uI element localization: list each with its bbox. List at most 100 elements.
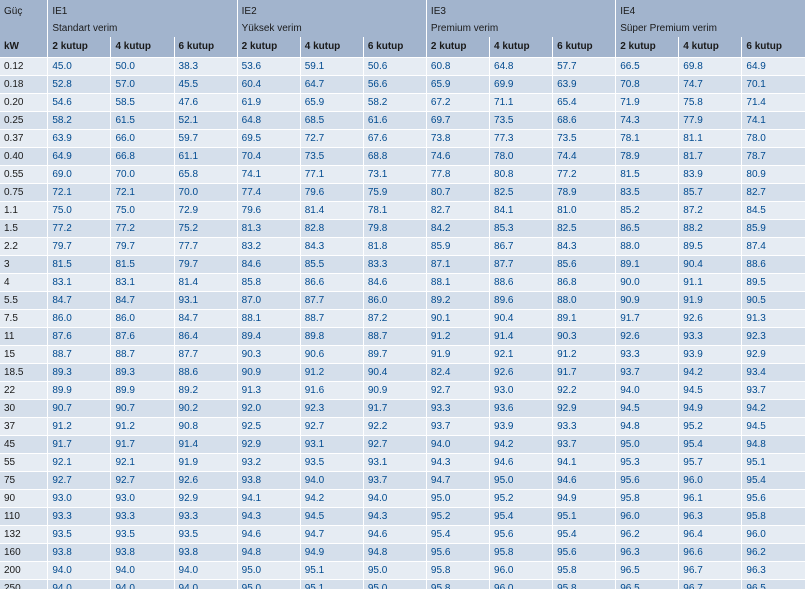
cell-value: 96.5 [616, 579, 679, 589]
cell-value: 96.2 [616, 525, 679, 543]
cell-value: 74.4 [553, 147, 616, 165]
cell-value: 96.6 [679, 543, 742, 561]
cell-value: 65.9 [300, 93, 363, 111]
cell-value: 93.5 [111, 525, 174, 543]
cell-value: 61.9 [237, 93, 300, 111]
header-kw: kW [0, 37, 48, 57]
cell-value: 89.1 [616, 255, 679, 273]
cell-value: 93.0 [111, 489, 174, 507]
cell-value: 71.4 [742, 93, 805, 111]
cell-value: 78.0 [490, 147, 553, 165]
cell-value: 47.6 [174, 93, 237, 111]
table-row: 381.581.579.784.685.583.387.187.785.689.… [0, 255, 805, 273]
cell-value: 94.8 [616, 417, 679, 435]
cell-value: 81.0 [553, 201, 616, 219]
cell-value: 94.0 [48, 561, 111, 579]
cell-value: 90.5 [742, 291, 805, 309]
cell-value: 92.2 [363, 417, 426, 435]
header-row-groups: Güç IE1 Standart verim IE2 Yüksek verim … [0, 0, 805, 37]
cell-value: 86.8 [553, 273, 616, 291]
cell-value: 80.7 [426, 183, 489, 201]
group-ie4-bottom: Süper Premium verim [620, 20, 805, 37]
cell-value: 95.3 [616, 453, 679, 471]
cell-kw: 0.75 [0, 183, 48, 201]
header-sub: 6 kutup [742, 37, 805, 57]
table-row: 0.1852.857.045.560.464.756.665.969.963.9… [0, 75, 805, 93]
cell-value: 83.9 [679, 165, 742, 183]
cell-value: 85.7 [679, 183, 742, 201]
table-row: 11093.393.393.394.394.594.395.295.495.19… [0, 507, 805, 525]
cell-value: 67.6 [363, 129, 426, 147]
cell-value: 58.2 [48, 111, 111, 129]
cell-value: 79.7 [48, 237, 111, 255]
cell-kw: 0.40 [0, 147, 48, 165]
cell-value: 95.7 [679, 453, 742, 471]
cell-value: 93.5 [48, 525, 111, 543]
cell-value: 78.1 [616, 129, 679, 147]
group-ie1-top: IE1 [52, 6, 67, 17]
header-sub: 4 kutup [111, 37, 174, 57]
cell-value: 81.7 [679, 147, 742, 165]
cell-value: 75.2 [174, 219, 237, 237]
cell-value: 84.3 [300, 237, 363, 255]
cell-kw: 4 [0, 273, 48, 291]
group-ie2-bottom: Yüksek verim [242, 20, 426, 37]
cell-value: 94.3 [426, 453, 489, 471]
cell-value: 82.5 [553, 219, 616, 237]
cell-value: 54.6 [48, 93, 111, 111]
cell-value: 68.8 [363, 147, 426, 165]
cell-value: 78.0 [742, 129, 805, 147]
table-row: 20094.094.094.095.095.195.095.896.095.89… [0, 561, 805, 579]
header-group-ie3: IE3 Premium verim [426, 0, 615, 37]
cell-value: 85.6 [553, 255, 616, 273]
cell-value: 94.7 [300, 525, 363, 543]
cell-value: 90.4 [363, 363, 426, 381]
cell-value: 79.7 [174, 255, 237, 273]
cell-value: 50.0 [111, 57, 174, 75]
cell-value: 90.8 [174, 417, 237, 435]
cell-value: 95.6 [616, 471, 679, 489]
table-body: 0.1245.050.038.353.659.150.660.864.857.7… [0, 57, 805, 589]
table-row: 3090.790.790.292.092.391.793.393.692.994… [0, 399, 805, 417]
table-row: 483.183.181.485.886.684.688.188.686.890.… [0, 273, 805, 291]
cell-value: 64.8 [237, 111, 300, 129]
cell-value: 78.7 [742, 147, 805, 165]
cell-value: 80.8 [490, 165, 553, 183]
cell-value: 96.3 [616, 543, 679, 561]
cell-value: 93.0 [490, 381, 553, 399]
cell-value: 86.6 [300, 273, 363, 291]
cell-value: 92.7 [111, 471, 174, 489]
cell-value: 91.3 [742, 309, 805, 327]
cell-value: 93.7 [363, 471, 426, 489]
cell-kw: 75 [0, 471, 48, 489]
cell-value: 95.8 [426, 579, 489, 589]
cell-value: 58.5 [111, 93, 174, 111]
cell-value: 69.8 [679, 57, 742, 75]
header-power-label: Güç [4, 6, 22, 17]
cell-value: 78.1 [363, 201, 426, 219]
table-row: 1588.788.787.790.390.689.791.992.191.293… [0, 345, 805, 363]
cell-value: 93.3 [48, 507, 111, 525]
cell-value: 91.9 [426, 345, 489, 363]
cell-value: 87.0 [237, 291, 300, 309]
cell-value: 94.2 [490, 435, 553, 453]
cell-value: 89.9 [48, 381, 111, 399]
cell-value: 95.0 [363, 561, 426, 579]
cell-value: 90.7 [111, 399, 174, 417]
cell-value: 94.0 [300, 471, 363, 489]
header-group-ie4: IE4 Süper Premium verim [616, 0, 805, 37]
cell-value: 95.4 [742, 471, 805, 489]
cell-value: 78.9 [553, 183, 616, 201]
cell-kw: 110 [0, 507, 48, 525]
cell-value: 53.6 [237, 57, 300, 75]
cell-value: 91.9 [679, 291, 742, 309]
cell-value: 94.9 [679, 399, 742, 417]
cell-value: 73.1 [363, 165, 426, 183]
cell-value: 79.7 [111, 237, 174, 255]
cell-value: 88.7 [300, 309, 363, 327]
cell-value: 59.1 [300, 57, 363, 75]
cell-value: 95.1 [300, 579, 363, 589]
cell-value: 95.8 [490, 543, 553, 561]
cell-kw: 0.37 [0, 129, 48, 147]
cell-value: 90.9 [363, 381, 426, 399]
